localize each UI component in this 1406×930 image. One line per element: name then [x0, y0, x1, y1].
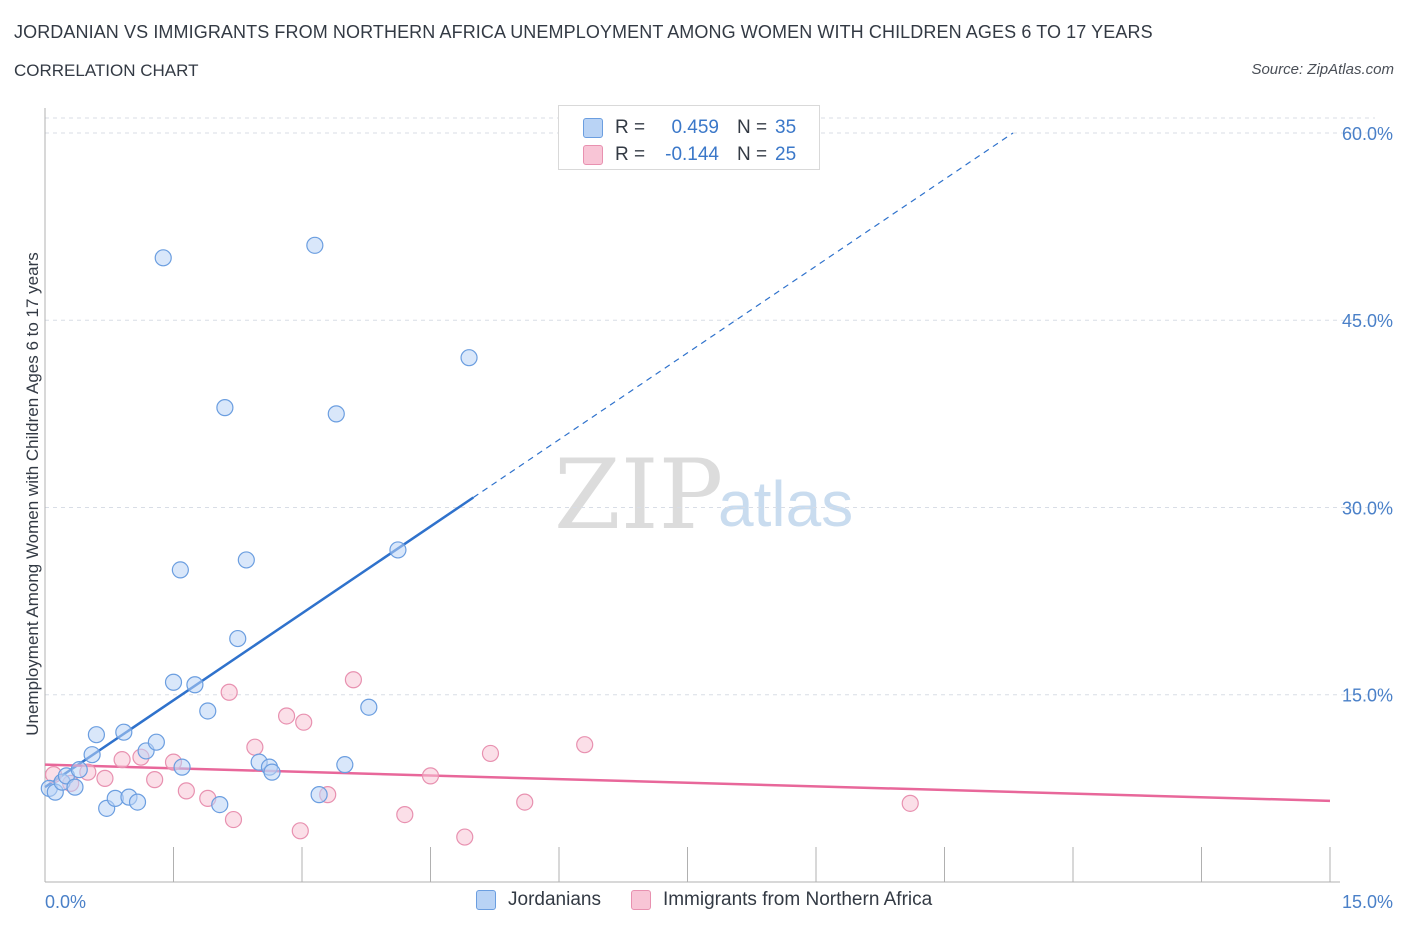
immigrant-point — [113, 751, 131, 769]
jordanian-point — [164, 673, 183, 691]
jordanian-points — [40, 236, 478, 817]
immigrant-point — [295, 713, 313, 731]
legend-row-immigrants: R = -0.144 N = 25 — [583, 143, 796, 167]
immigrant-point — [456, 828, 474, 846]
immigrant-point — [901, 794, 919, 812]
watermark: ZIP atlas — [554, 439, 853, 551]
gridlines — [45, 117, 1375, 696]
jordanian-point — [173, 758, 191, 776]
chart-title: JORDANIAN VS IMMIGRANTS FROM NORTHERN AF… — [14, 22, 1153, 42]
immigrant-point — [220, 683, 238, 701]
watermark-zip: ZIP — [554, 439, 723, 551]
n-label: N = — [737, 144, 768, 165]
jordanian-point — [147, 733, 165, 751]
jordanian-point — [229, 629, 247, 648]
legend-item-jordanians: Jordanians — [476, 889, 601, 911]
r-value: 0.459 — [671, 117, 719, 138]
immigrant-point — [396, 805, 414, 824]
jordanian-swatch — [583, 118, 603, 138]
source-credit: Source: ZipAtlas.com — [1251, 61, 1394, 78]
jordanian-point — [171, 561, 189, 579]
legend-label-jordanians: Jordanians — [508, 889, 601, 910]
watermark-atlas: atlas — [718, 468, 853, 540]
immigrant-point — [224, 810, 243, 829]
n-value: 25 — [775, 144, 797, 165]
immigrant-point — [96, 769, 114, 787]
immigrant-point — [481, 744, 500, 763]
jordanian-point — [70, 761, 88, 779]
immigrant-point — [421, 767, 440, 785]
jordanian-point — [310, 786, 328, 804]
jordanian-point — [336, 756, 354, 774]
immigrant-point — [516, 793, 534, 811]
jordanian-swatch — [476, 890, 496, 910]
jordanian-point — [237, 551, 255, 569]
jordanian-point — [66, 778, 84, 796]
legend-row-jordanians: R = 0.459 N = 35 — [583, 116, 796, 140]
immigrant-point — [146, 771, 164, 789]
y-tick-label: 45.0% — [1342, 311, 1393, 331]
r-label: R = — [615, 117, 646, 138]
jordanian-point — [389, 541, 407, 559]
jordanian-point — [87, 726, 106, 744]
jordanian-point — [263, 763, 281, 781]
jordanian-point — [360, 698, 378, 716]
jordanian-trend-extension — [472, 132, 1014, 499]
n-label: N = — [737, 117, 768, 138]
axes — [44, 108, 1340, 883]
x-tick-labels: 0.0% 15.0% — [45, 892, 1393, 912]
immigrant-point — [291, 822, 309, 840]
immigrant-point — [177, 782, 195, 800]
jordanian-point — [211, 796, 229, 814]
jordanian-point — [306, 236, 324, 254]
jordanian-point — [128, 793, 147, 811]
jordanian-point — [199, 702, 217, 720]
y-tick-label: 15.0% — [1342, 686, 1393, 706]
series-legend: Jordanians Immigrants from Northern Afri… — [476, 889, 962, 911]
immigrant-point — [246, 738, 264, 756]
r-value: -0.144 — [665, 144, 719, 165]
y-axis-label: Unemployment Among Women with Children A… — [23, 252, 42, 736]
jordanian-point — [186, 676, 204, 694]
immigrant-swatch — [583, 145, 603, 165]
r-label: R = — [615, 144, 646, 165]
y-tick-label: 30.0% — [1342, 498, 1393, 518]
immigrant-point — [277, 707, 296, 725]
jordanian-point — [216, 399, 234, 417]
immigrant-point — [576, 736, 594, 754]
x-tick-label: 15.0% — [1342, 892, 1393, 912]
jordanian-point — [327, 405, 345, 423]
y-tick-labels: 15.0% 30.0% 45.0% 60.0% — [1342, 124, 1393, 706]
immigrant-swatch — [630, 890, 651, 910]
immigrant-trend-line — [44, 763, 1331, 803]
correlation-legend: R = 0.459 N = 35 R = -0.144 N = 25 — [558, 105, 820, 170]
legend-item-immigrants: Immigrants from Northern Africa — [630, 889, 933, 911]
x-tick-label: 0.0% — [45, 892, 86, 912]
jordanian-point — [83, 746, 101, 764]
jordanian-point — [460, 349, 478, 367]
n-value: 35 — [775, 117, 797, 138]
immigrant-point — [344, 671, 362, 689]
y-tick-label: 60.0% — [1342, 124, 1393, 144]
jordanian-point — [154, 249, 172, 267]
chart-subtitle: CORRELATION CHART — [14, 61, 199, 80]
legend-label-immigrants: Immigrants from Northern Africa — [662, 889, 933, 910]
jordanian-point — [115, 723, 133, 741]
